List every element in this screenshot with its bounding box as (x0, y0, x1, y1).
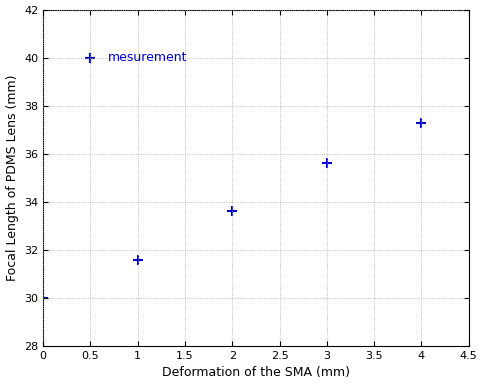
Y-axis label: Focal Length of PDMS Lens (mm): Focal Length of PDMS Lens (mm) (6, 75, 18, 281)
Text: mesurement: mesurement (108, 51, 187, 64)
X-axis label: Deformation of the SMA (mm): Deformation of the SMA (mm) (162, 367, 350, 380)
